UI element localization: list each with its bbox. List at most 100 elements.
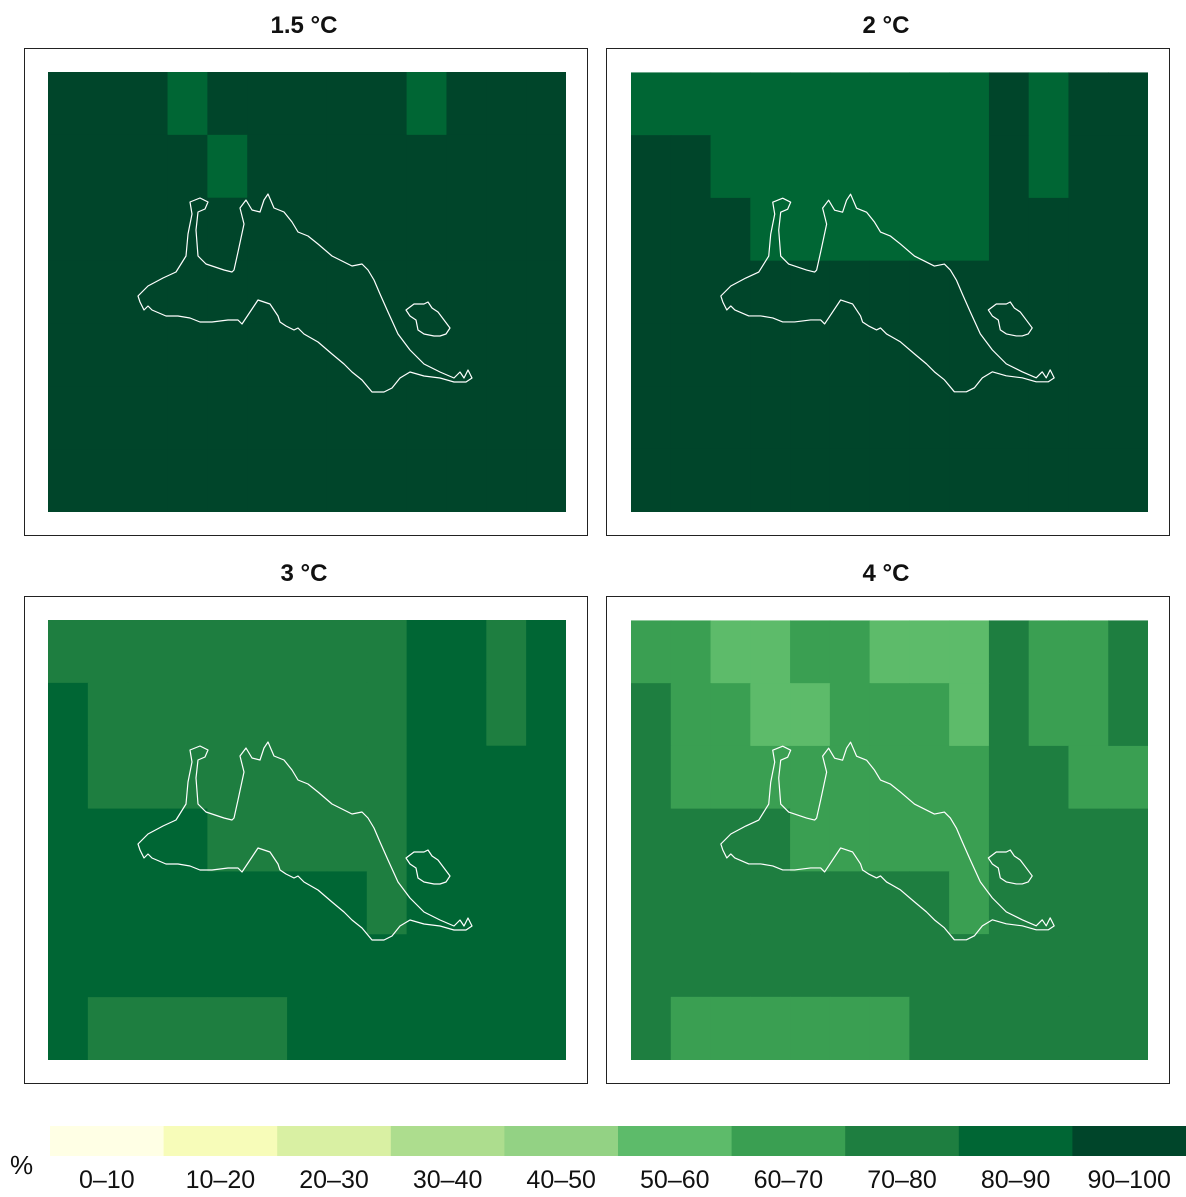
grid-cell <box>446 745 487 810</box>
grid-cell <box>48 682 89 747</box>
grid-cell <box>790 260 831 324</box>
grid-cell <box>909 72 950 136</box>
grid-cell <box>287 386 328 450</box>
grid-cell <box>406 682 448 747</box>
grid-cell <box>750 871 791 935</box>
legend-swatch <box>50 1126 165 1156</box>
grid-cell <box>446 682 487 747</box>
grid-cell <box>526 260 566 325</box>
grid-cell <box>1108 620 1148 684</box>
grid-cell <box>87 934 129 998</box>
grid-cell <box>326 260 368 325</box>
grid-cell <box>869 683 910 747</box>
grid-cell <box>127 871 169 935</box>
legend-label: 60–70 <box>754 1166 824 1194</box>
grid-cell <box>446 934 487 998</box>
grid-cell <box>1028 197 1070 262</box>
grid-cell <box>526 386 566 450</box>
grid-cell <box>366 197 408 262</box>
grid-cell <box>48 620 89 684</box>
grid-cell <box>631 448 672 512</box>
grid-cell <box>526 682 566 747</box>
legend-label: 40–50 <box>526 1166 596 1194</box>
grid-cell <box>207 260 248 325</box>
grid-cell <box>167 682 208 747</box>
grid-cell <box>167 134 208 199</box>
grid-cell <box>829 745 871 810</box>
legend-label: 20–30 <box>299 1166 369 1194</box>
grid-cell <box>366 808 408 873</box>
probability-grid-4c <box>631 620 1148 1060</box>
grid-cell <box>207 682 248 747</box>
grid-cell <box>988 448 1030 512</box>
grid-cell <box>127 745 169 810</box>
grid-cell <box>670 72 712 136</box>
grid-cell <box>1068 72 1109 136</box>
grid-cell <box>247 620 288 684</box>
grid-cell <box>1108 386 1148 450</box>
grid-cell <box>1028 448 1070 512</box>
grid-cell <box>631 871 672 935</box>
panel-title-1-5c: 1.5 °C <box>270 12 338 39</box>
grid-cell <box>829 934 871 998</box>
grid-cell <box>48 745 89 810</box>
panel-title-3c: 3 °C <box>280 560 328 587</box>
grid-cell <box>366 934 408 998</box>
grid-cell <box>48 260 89 325</box>
grid-cell <box>631 260 672 324</box>
grid-cell <box>1108 808 1148 872</box>
grid-cell <box>1108 996 1148 1060</box>
grid-cell <box>406 871 448 935</box>
grid-cell <box>1068 996 1109 1060</box>
grid-cell <box>750 448 791 512</box>
grid-cell <box>486 808 527 873</box>
grid-cell <box>909 135 950 199</box>
grid-cell <box>287 682 328 747</box>
grid-cell <box>988 323 1030 387</box>
grid-cell <box>167 197 208 262</box>
grid-cell <box>710 323 751 387</box>
grid-cell <box>1028 323 1070 387</box>
grid-cell <box>486 997 527 1060</box>
grid-cell <box>446 197 487 262</box>
grid-cell <box>287 260 328 325</box>
grid-cell <box>1108 745 1148 810</box>
grid-cell <box>631 996 672 1060</box>
grid-cell <box>247 72 288 136</box>
grid-cell <box>406 260 448 325</box>
grid-cell <box>287 134 328 199</box>
grid-cell <box>1068 620 1109 684</box>
grid-cell <box>48 997 89 1060</box>
grid-cell <box>366 386 408 450</box>
grid-cell <box>1068 683 1109 747</box>
grid-cell <box>670 260 712 324</box>
grid-cell <box>48 871 89 935</box>
grid-cell <box>247 449 288 512</box>
grid-cell <box>406 934 448 998</box>
grid-cell <box>710 683 751 747</box>
grid-cell <box>127 72 169 136</box>
grid-cell <box>790 934 831 998</box>
grid-cell <box>869 934 910 998</box>
grid-cell <box>207 745 248 810</box>
grid-cell <box>790 448 831 512</box>
grid-cell <box>710 620 751 684</box>
grid-cell <box>207 323 248 387</box>
grid-cell <box>829 197 871 262</box>
grid-cell <box>287 745 328 810</box>
grid-cell <box>287 197 328 262</box>
grid-cell <box>526 323 566 387</box>
grid-cell <box>167 620 208 684</box>
grid-cell <box>127 386 169 450</box>
grid-cell <box>1028 260 1070 324</box>
grid-cell <box>526 72 566 136</box>
grid-cell <box>750 996 791 1060</box>
grid-cell <box>526 134 566 199</box>
grid-cell <box>710 72 751 136</box>
grid-cell <box>406 997 448 1060</box>
grid-cell <box>48 386 89 450</box>
grid-cell <box>87 745 129 810</box>
grid-cell <box>366 260 408 325</box>
grid-cell <box>909 620 950 684</box>
grid-cell <box>869 808 910 872</box>
